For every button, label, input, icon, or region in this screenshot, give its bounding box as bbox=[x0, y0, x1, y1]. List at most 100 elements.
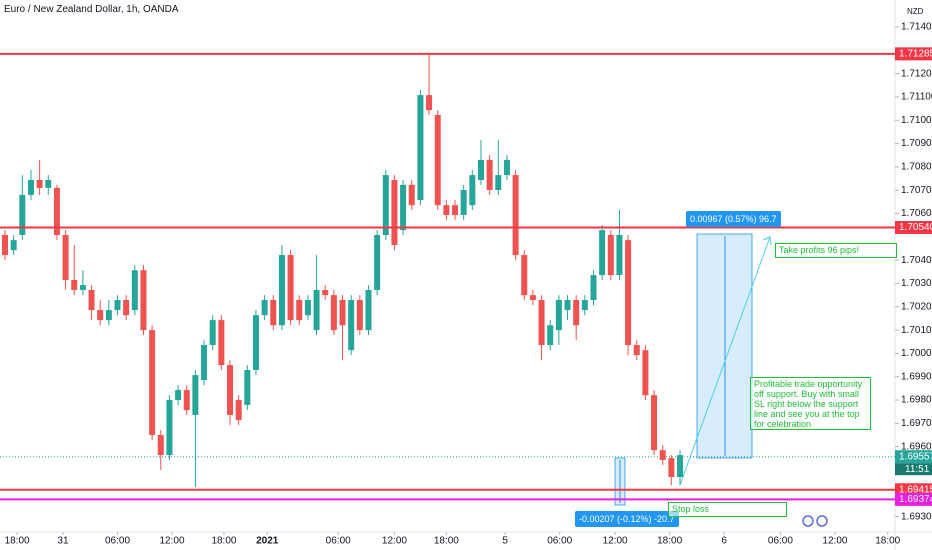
level-price-label: 1.69415 bbox=[899, 484, 932, 495]
y-tick-label: 1.71400 bbox=[901, 22, 932, 33]
candle-body bbox=[486, 159, 493, 190]
y-tick-label: 1.70100 bbox=[901, 325, 932, 336]
candle-body bbox=[512, 175, 519, 256]
level-price-box bbox=[895, 221, 932, 235]
x-tick-label: 12:00 bbox=[822, 536, 847, 547]
candle-body bbox=[79, 285, 86, 291]
x-tick-label: 5 bbox=[502, 536, 508, 547]
x-tick-label: 18:00 bbox=[875, 536, 900, 547]
x-tick-label: 18:00 bbox=[657, 536, 682, 547]
candle-body bbox=[244, 369, 251, 405]
candle-body bbox=[391, 179, 398, 246]
candle-body bbox=[443, 205, 450, 215]
level-price-box bbox=[895, 492, 932, 506]
candle-body bbox=[677, 455, 684, 477]
stop-loss-note: Stop loss bbox=[668, 502, 787, 517]
candle-body bbox=[339, 300, 346, 326]
measure-down-label: -0.00207 (-0.12%) -20.7 bbox=[575, 511, 679, 527]
x-tick-label: 31 bbox=[57, 536, 69, 547]
candle-body bbox=[469, 175, 476, 206]
candle-body bbox=[97, 310, 104, 321]
y-tick-label: 1.70300 bbox=[901, 278, 932, 289]
y-tick-label: 1.70400 bbox=[901, 255, 932, 266]
y-tick-label: 1.70700 bbox=[901, 185, 932, 196]
candle-body bbox=[252, 315, 259, 370]
y-tick-label: 1.70600 bbox=[901, 208, 932, 219]
candle-body bbox=[529, 295, 536, 301]
candle-body bbox=[581, 300, 588, 311]
candle-body bbox=[235, 400, 242, 421]
y-tick-label: 1.70000 bbox=[901, 348, 932, 359]
x-tick-label: 06:00 bbox=[326, 536, 351, 547]
candle-body bbox=[123, 300, 130, 316]
measure-up-label: 0.00967 (0.57%) 96.7 bbox=[686, 211, 781, 227]
candle-body bbox=[659, 450, 666, 460]
candle-body bbox=[192, 375, 199, 415]
candle-body bbox=[53, 187, 60, 235]
candle-body bbox=[287, 255, 294, 321]
candle-body bbox=[131, 270, 138, 311]
x-tick-label: 06:00 bbox=[768, 536, 793, 547]
y-tick-label: 1.69900 bbox=[901, 371, 932, 382]
y-tick-label: 1.69600 bbox=[901, 441, 932, 452]
candle-body bbox=[209, 320, 216, 346]
candle-body bbox=[607, 234, 614, 276]
candle-body bbox=[495, 175, 502, 190]
candle-body bbox=[348, 300, 355, 351]
take-profit-note: Take profits 96 pips! bbox=[775, 243, 897, 258]
y-tick-label: 1.71100 bbox=[901, 92, 932, 103]
current-price-label: 1.69557 bbox=[899, 451, 932, 462]
candle-body bbox=[330, 295, 337, 331]
candle-body bbox=[477, 159, 484, 180]
x-tick-label: 18:00 bbox=[211, 536, 236, 547]
candle-body bbox=[62, 234, 69, 280]
x-tick-label: 12:00 bbox=[160, 536, 185, 547]
x-tick-label: 6 bbox=[721, 536, 727, 547]
candle-body bbox=[555, 300, 562, 331]
trade-note: Profitable trade opportunity off support… bbox=[750, 377, 871, 430]
y-tick-label: 1.71200 bbox=[901, 68, 932, 79]
candle-body bbox=[651, 395, 658, 451]
candle-body bbox=[19, 194, 26, 235]
candle-body bbox=[278, 255, 285, 326]
x-tick-label: 2021 bbox=[256, 536, 279, 547]
candle-body bbox=[382, 175, 389, 235]
candle-body bbox=[114, 300, 121, 311]
candle-body bbox=[157, 435, 164, 456]
candle-body bbox=[590, 275, 597, 301]
candle-body bbox=[616, 234, 623, 276]
candle-body bbox=[426, 95, 433, 111]
x-tick-label: 18:00 bbox=[5, 536, 30, 547]
candle-body bbox=[166, 400, 173, 456]
x-tick-label: 12:00 bbox=[603, 536, 628, 547]
candle-body bbox=[45, 179, 52, 188]
candle-body bbox=[400, 184, 407, 231]
icon bbox=[802, 515, 814, 527]
candle-body bbox=[521, 255, 528, 296]
candle-body bbox=[408, 184, 415, 206]
projection-arrowhead bbox=[762, 236, 772, 246]
candle-body bbox=[149, 330, 156, 436]
countdown-box bbox=[895, 463, 932, 476]
y-tick-label: 1.70200 bbox=[901, 301, 932, 312]
x-tick-label: 06:00 bbox=[105, 536, 130, 547]
candle-body bbox=[261, 300, 268, 316]
candle-body bbox=[452, 205, 459, 215]
candle-body bbox=[642, 350, 649, 396]
candle-body bbox=[633, 345, 640, 356]
y-tick-label: 1.71000 bbox=[901, 115, 932, 126]
candle-body bbox=[2, 234, 9, 256]
countdown-label: 11:51 bbox=[905, 464, 930, 475]
candle-body bbox=[304, 300, 311, 316]
level-price-box bbox=[895, 47, 932, 61]
y-tick-label: 1.70800 bbox=[901, 162, 932, 173]
level-price-label: 1.71285 bbox=[899, 48, 932, 59]
currency: NZD bbox=[907, 7, 924, 16]
icon bbox=[816, 515, 828, 527]
candle-body bbox=[573, 300, 580, 326]
candle-body bbox=[140, 270, 147, 331]
candle-body bbox=[313, 290, 320, 331]
y-tick-label: 1.69700 bbox=[901, 418, 932, 429]
